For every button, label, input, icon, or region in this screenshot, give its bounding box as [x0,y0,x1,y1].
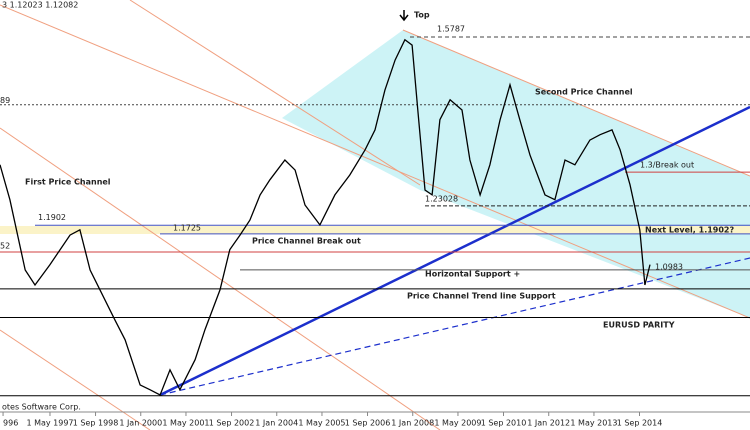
x-tick-label: 1 Sep 2002 [209,419,255,428]
x-tick-label: 1 May 2009 [434,419,481,428]
level-label: 1.1725 [173,223,201,232]
x-tick-label: 1 Jan 2012 [527,419,570,428]
x-tick-label: 1 Sep 2014 [617,419,663,428]
x-tick-label: 1 May 2005 [298,419,345,428]
annotation: EURUSD PARITY [603,321,675,330]
annotation: Next Level, 1.1902? [645,226,734,235]
trend-line-dashed [159,257,750,396]
annotation: Price Channel Break out [252,237,361,246]
level-label: 1.5787 [437,24,465,33]
annotation: Top [414,11,430,20]
annotation: Price Channel Trend line Support [407,292,556,301]
annotation: Second Price Channel [535,88,633,97]
resistance-band [0,226,750,234]
trend-line [159,105,750,397]
level-label: 1.1902 [38,213,66,222]
channel-line [402,29,750,177]
x-tick-label: 1 May 2013 [570,419,617,428]
level-label: 1.23028 [425,194,458,203]
x-tick-label: 1 Jan 2008 [391,419,434,428]
x-tick-label: 996 [3,419,18,428]
price-line [0,38,651,396]
x-tick-label: 1 Sep 2006 [345,419,391,428]
x-tick-label: 1 Sep 2010 [481,419,527,428]
top-arrow [399,10,409,22]
x-tick-label: 1 Sep 1998 [73,419,119,428]
annotation: Horizontal Support + [425,270,520,279]
footer: otes Software Corp. [2,403,81,412]
x-tick-label: 1 May 2001 [162,419,209,428]
level-label: 52 [0,241,10,250]
channel-line [0,4,750,319]
channel-line [0,127,441,430]
x-tick-label: 1 Jan 2000 [119,419,162,428]
annotation: First Price Channel [25,178,111,187]
channel-line [129,0,421,186]
header: 3 1.12023 1.12082 [2,1,78,10]
level-label: 1.0983 [655,262,683,271]
channel-fill [282,30,750,318]
x-tick-label: 1 Jan 2004 [255,419,298,428]
x-tick-label: 1 May 1997 [26,419,73,428]
level-label: 1.3/Break out [640,161,694,170]
channel-line [0,329,151,430]
level-label: 89 [0,96,10,105]
